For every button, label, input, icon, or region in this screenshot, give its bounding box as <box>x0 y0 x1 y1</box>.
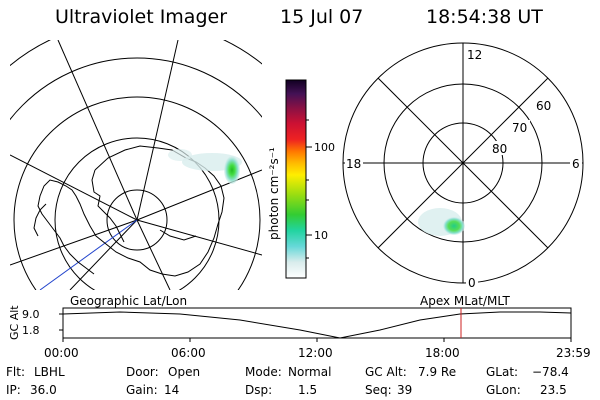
time-label: 18:54:38 UT <box>426 6 543 28</box>
gc-alt-label: GC Alt: <box>365 365 407 379</box>
mode-label: Mode: <box>245 365 282 379</box>
colorbar-tick-10: 10 <box>314 229 328 242</box>
dsp-value: 1.5 <box>298 383 318 397</box>
xtick-0600: 06:00 <box>171 346 206 360</box>
mlat-label-60: 60 <box>536 99 551 113</box>
filter-value: LBHL <box>34 365 65 379</box>
ytick-1-8: 1.8 <box>22 324 40 337</box>
glon-value: 23.5 <box>540 383 567 397</box>
filter-label: Flt: <box>6 365 25 379</box>
gain-value: 14 <box>164 383 180 397</box>
door-label: Door: <box>126 365 159 379</box>
colorbar-tick-100: 100 <box>314 141 335 154</box>
dsp-label: Dsp: <box>245 383 273 397</box>
xtick-2359: 23:59 <box>556 346 591 360</box>
instrument-title: Ultraviolet Imager <box>55 6 228 28</box>
right-aurora-emission <box>418 208 465 236</box>
mlat-label-70: 70 <box>512 121 527 135</box>
polar-labels: 12 6 0 18 60 70 80 <box>345 47 582 290</box>
xtick-1800: 18:00 <box>425 346 460 360</box>
mode-value: Normal <box>288 365 332 379</box>
seq-value: 39 <box>397 383 413 397</box>
glat-value: −78.4 <box>532 365 569 379</box>
door-value: Open <box>168 365 201 379</box>
glat-label: GLat: <box>486 365 519 379</box>
mlt-label-0: 0 <box>468 276 476 290</box>
left-aurora-emission <box>168 149 242 184</box>
right-panel-label: Apex MLat/MLT <box>420 294 510 308</box>
gain-label: Gain: <box>126 383 158 397</box>
mlat-label-80: 80 <box>492 142 507 156</box>
xtick-0000: 00:00 <box>44 346 79 360</box>
altitude-curve <box>62 311 572 339</box>
date-label: 15 Jul 07 <box>280 6 364 28</box>
mlt-label-6: 6 <box>572 157 580 171</box>
geographic-map <box>10 40 262 290</box>
ip-label: IP: <box>6 383 21 397</box>
mlt-label-12: 12 <box>467 48 482 62</box>
glon-label: GLon: <box>486 383 521 397</box>
gc-alt-value: 7.9 Re <box>418 365 457 379</box>
color-scale-bar: 100 10 photon cm⁻²s⁻¹ <box>267 79 335 279</box>
mlat-mlt-polar-grid <box>342 42 584 284</box>
ytick-9: 9.0 <box>22 308 40 321</box>
altitude-timeline: 9.0 1.8 GC Alt <box>8 305 572 342</box>
colorbar-unit-label: photon cm⁻²s⁻¹ <box>267 147 281 240</box>
timeline-ylabel: GC Alt <box>8 305 21 340</box>
seq-label: Seq: <box>365 383 392 397</box>
left-panel-label: Geographic Lat/Lon <box>70 294 188 308</box>
ip-value: 36.0 <box>30 383 57 397</box>
mlt-label-18: 18 <box>346 157 361 171</box>
xtick-1200: 12:00 <box>298 346 333 360</box>
